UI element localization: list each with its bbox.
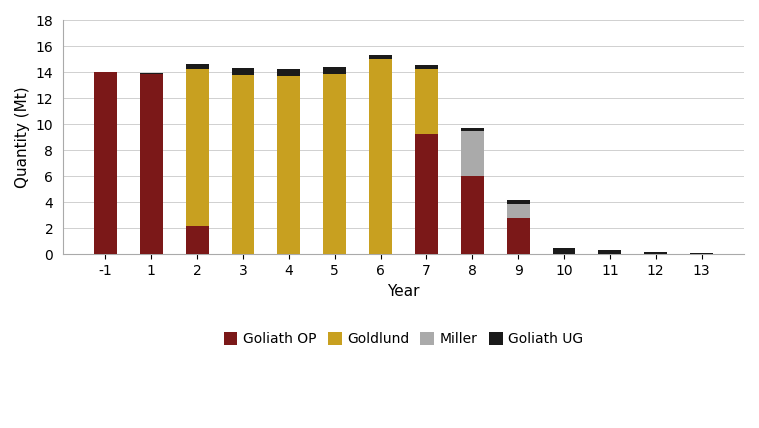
X-axis label: Year: Year: [387, 284, 420, 299]
Bar: [461, 128, 483, 131]
Bar: [186, 226, 209, 254]
Bar: [507, 200, 530, 204]
Bar: [323, 74, 346, 254]
Bar: [644, 252, 667, 254]
Bar: [186, 68, 209, 226]
Bar: [598, 250, 622, 254]
Bar: [231, 75, 254, 254]
Bar: [231, 68, 254, 75]
Y-axis label: Quantity (Mt): Quantity (Mt): [15, 86, 30, 188]
Bar: [415, 134, 438, 254]
Bar: [277, 69, 301, 76]
Bar: [461, 131, 483, 176]
Bar: [369, 55, 392, 59]
Bar: [323, 67, 346, 74]
Bar: [415, 65, 438, 68]
Bar: [186, 64, 209, 68]
Bar: [507, 204, 530, 218]
Bar: [507, 218, 530, 254]
Bar: [140, 74, 162, 254]
Legend: Goliath OP, Goldlund, Miller, Goliath UG: Goliath OP, Goldlund, Miller, Goliath UG: [218, 327, 589, 352]
Bar: [690, 253, 713, 254]
Bar: [94, 72, 117, 254]
Bar: [140, 73, 162, 74]
Bar: [461, 176, 483, 254]
Bar: [369, 59, 392, 254]
Bar: [415, 68, 438, 134]
Bar: [553, 248, 575, 254]
Bar: [277, 76, 301, 254]
